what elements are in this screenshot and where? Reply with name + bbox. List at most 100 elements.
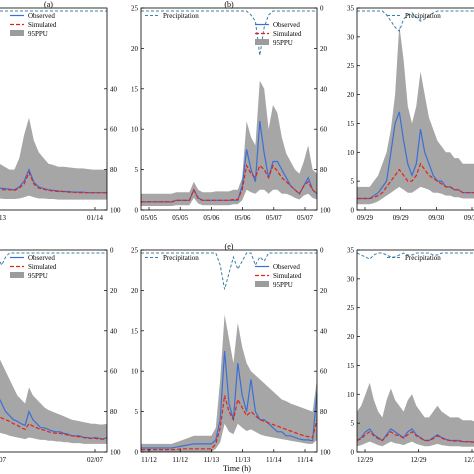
y-tick-label: 20 (347, 91, 355, 99)
legend-label: Simulated (28, 21, 57, 29)
y-tick-label: 30 (347, 33, 355, 41)
y2-tick-label: 40 (110, 327, 118, 335)
y-tick-label: 30 (347, 275, 355, 283)
legend-label: Observed (28, 12, 55, 20)
band-95ppu (141, 80, 317, 206)
y2-tick-label: 60 (110, 126, 118, 134)
y-tick-label: 20 (131, 45, 139, 53)
y2-tick-label: 20 (320, 287, 328, 295)
y-tick-label: 25 (347, 62, 355, 70)
x-tick-label: 05/07 (297, 214, 313, 222)
y-tick-label: 25 (131, 5, 139, 13)
legend-label: 95PPU (28, 30, 48, 38)
band-95ppu (357, 382, 474, 447)
x-tick-label: 11/12 (141, 456, 157, 464)
series-simulated (141, 163, 317, 203)
x-tick-label: 02/07 (0, 456, 6, 464)
series-observed (0, 398, 107, 440)
y2-tick-label: 40 (320, 85, 328, 93)
y-tick-label: 35 (347, 5, 355, 13)
plot-frame (356, 7, 474, 211)
plot-area (357, 10, 474, 205)
y-tick-label: 15 (131, 85, 139, 93)
plot-frame (0, 7, 108, 211)
y-tick-label: 15 (131, 327, 139, 335)
x-tick-label: 09/29 (393, 214, 409, 222)
x-tick-label: 11/12 (172, 456, 188, 464)
legend-swatch-95ppu (255, 39, 269, 45)
plot-area (0, 10, 107, 200)
y2-tick-label: 60 (320, 126, 328, 134)
legend-label: 95PPU (28, 272, 48, 280)
legend: Precipitation (387, 254, 441, 262)
series-simulated (357, 162, 474, 200)
y-tick-label: 0 (351, 207, 355, 215)
plot-frame (356, 249, 474, 453)
y2-tick-label: 100 (320, 449, 331, 457)
y-tick-label: 0 (135, 449, 139, 457)
plot-area (141, 252, 317, 452)
panel-label: (b) (224, 0, 234, 9)
x-tick-label: 12/29 (357, 456, 373, 464)
series-precipitation (357, 252, 474, 260)
legend-label: Observed (28, 254, 55, 262)
plot-area (141, 10, 317, 206)
x-tick-label: 09/30 (428, 214, 444, 222)
series-observed (141, 121, 317, 203)
panel-c-top: 0 5 10 15 20 25 30 35 09/29 09/29 09/30 09/30 Precip… (347, 5, 474, 222)
legend-label: Observed (273, 263, 300, 271)
x-axis-title: Time (h) (223, 464, 251, 473)
y2-tick-label: 0 (320, 5, 324, 13)
x-tick-label: 12/29 (411, 456, 427, 464)
x-tick-label: 01/14 (87, 214, 103, 222)
y2-tick-label: 60 (110, 368, 118, 376)
y-tick-label: 35 (347, 247, 355, 255)
plot-frame (140, 7, 318, 211)
y2-tick-label: 40 (320, 327, 328, 335)
x-tick-label: 11/13 (204, 456, 220, 464)
plot-area (0, 252, 107, 444)
x-tick-label: 09/29 (357, 214, 373, 222)
y-tick-label: 15 (347, 362, 355, 370)
band-95ppu (141, 314, 317, 452)
y-tick-label: 5 (351, 420, 355, 428)
panel-f: 0 5 10 15 20 25 30 35 12/29 12/29 12/30 Precipitati… (347, 247, 474, 464)
x-tick-label: 05/06 (235, 214, 251, 222)
y2-tick-label: 80 (320, 408, 328, 416)
legend-label: Simulated (273, 30, 302, 38)
x-tick-label: 09/30 (464, 214, 474, 222)
x-tick-label: 11/14 (297, 456, 313, 464)
y-tick-label: 10 (131, 368, 139, 376)
x-tick-label: 11/14 (266, 456, 282, 464)
legend-label: Precipitation (163, 12, 199, 20)
y-tick-label: 20 (347, 333, 355, 341)
y-tick-label: 10 (347, 149, 355, 157)
y-tick-label: 10 (347, 391, 355, 399)
y-tick-label: 10 (131, 126, 139, 134)
y2-tick-label: 80 (110, 166, 118, 174)
panel-a: 100 80 60 40 01/13 01/14 (a) ObservedSimulated9… (0, 0, 121, 222)
legend-swatch-95ppu (10, 30, 24, 36)
y-tick-label: 5 (135, 408, 139, 416)
x-tick-label: 11/13 (235, 456, 251, 464)
y2-tick-label: 40 (110, 85, 118, 93)
legend-label: Observed (273, 21, 300, 29)
y2-tick-label: 80 (110, 408, 118, 416)
y2-tick-label: 100 (110, 449, 121, 457)
series-simulated (357, 431, 474, 443)
y-tick-label: 25 (347, 304, 355, 312)
y-tick-label: 25 (131, 247, 139, 255)
series-simulated (0, 416, 107, 440)
y-tick-label: 5 (135, 166, 139, 174)
band-95ppu (0, 359, 107, 444)
series-precipitation (357, 10, 474, 33)
y2-tick-label: 60 (320, 368, 328, 376)
plot-frame (0, 249, 108, 453)
legend-label: Precipitation (163, 254, 199, 262)
legend-label: Simulated (28, 263, 57, 271)
legend-label: Simulated (273, 272, 302, 280)
